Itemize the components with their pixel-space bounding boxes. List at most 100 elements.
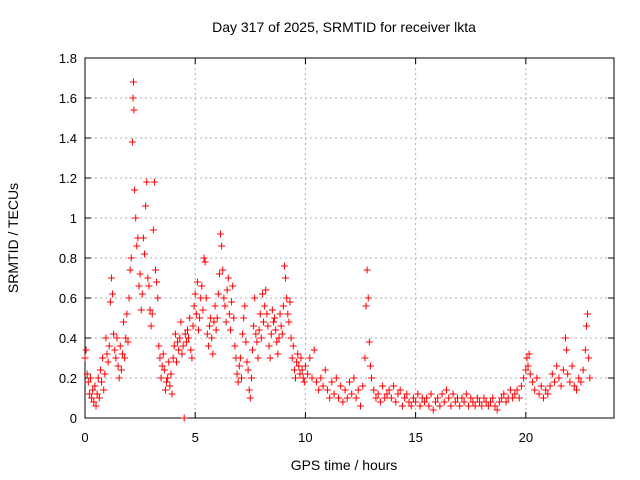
data-point [420,398,428,406]
data-point [260,318,268,326]
data-point [456,402,464,410]
data-point [412,398,420,406]
data-point [101,370,109,378]
data-point [136,270,144,278]
data-point [213,314,221,322]
data-point [152,266,160,274]
data-point [296,370,304,378]
data-point [478,402,486,410]
data-point [365,338,373,346]
data-point [273,338,281,346]
data-point [429,406,437,414]
data-point [135,282,143,290]
data-point [132,214,140,222]
data-point [175,346,183,354]
data-point [568,362,576,370]
data-point [158,362,166,370]
data-point [291,374,299,382]
data-point [269,318,277,326]
data-point [366,362,374,370]
data-point [257,334,265,342]
data-point [88,394,96,402]
data-point [491,402,499,410]
data-point [122,334,130,342]
data-point [440,398,448,406]
data-point [359,382,367,390]
data-point [271,314,279,322]
data-point [256,310,264,318]
data-point [405,398,413,406]
data-point [312,378,320,386]
data-point [198,282,206,290]
data-point [224,274,232,282]
data-point [346,378,353,386]
data-point [203,330,211,338]
data-point [200,254,208,262]
data-point [493,406,501,414]
data-point [523,354,531,362]
data-point [81,354,89,362]
data-point [425,402,433,410]
data-point [166,382,174,390]
data-point [337,382,345,390]
data-point [91,382,99,390]
data-point [414,390,422,398]
data-point [381,394,389,402]
data-point [110,330,118,338]
data-point [82,346,90,354]
data-point [222,318,230,326]
data-point [215,270,223,278]
data-point [398,402,406,410]
data-point [550,378,558,386]
data-point [290,366,298,374]
data-point [579,366,587,374]
data-point [570,382,578,390]
data-point [212,326,220,334]
data-point [469,398,477,406]
data-point [125,294,133,302]
data-point [372,394,380,402]
data-point [115,374,123,382]
data-point [160,366,168,374]
data-point [500,390,508,398]
x-tick-label: 5 [192,430,199,445]
data-point [172,358,180,366]
data-point [427,390,435,398]
data-point [159,350,167,358]
data-point [181,330,189,338]
data-point [328,378,336,386]
data-point [107,274,115,282]
y-tick-label: 0.2 [59,371,77,386]
data-point [258,290,266,298]
data-point [339,398,347,406]
x-tick-label: 0 [81,430,88,445]
data-point [83,370,91,378]
data-point [513,386,521,394]
data-point [407,402,415,410]
x-tick-label: 10 [298,430,312,445]
y-tick-label: 1.2 [59,171,77,186]
data-point [164,374,172,382]
data-point [103,350,111,358]
data-point [555,374,563,382]
data-point [138,290,146,298]
data-point [195,326,203,334]
data-point [142,202,150,210]
data-point [263,310,271,318]
data-point [515,394,523,402]
data-point [90,398,98,406]
data-point [484,402,492,410]
data-point [199,306,207,314]
data-point [330,390,338,398]
data-point [221,302,229,310]
data-point [442,386,450,394]
data-point [562,334,570,342]
data-point [244,366,252,374]
data-point [487,398,495,406]
data-point [301,362,309,370]
data-point [249,346,257,354]
data-point [295,362,303,370]
data-point [265,342,273,350]
data-point [476,398,484,406]
data-point [364,294,372,302]
